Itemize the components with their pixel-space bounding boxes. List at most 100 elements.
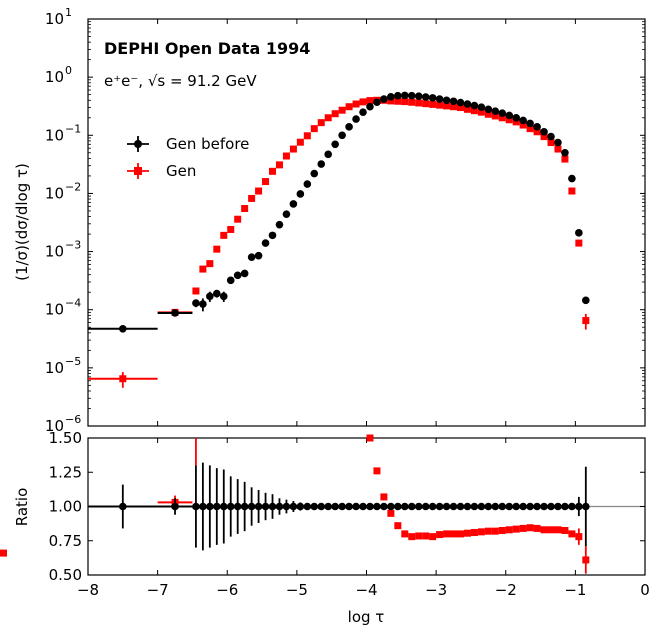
- y-tick-label: 10: [45, 184, 64, 202]
- data-point-gen: [192, 287, 200, 295]
- ratio-point-gen-before: [421, 502, 430, 511]
- ratio-point-gen-before: [366, 502, 374, 511]
- marker-gen-before: [463, 100, 472, 108]
- data-point-gen-before: [547, 132, 555, 141]
- ratio-marker-gen-before: [317, 502, 326, 511]
- ratio-marker-gen-before: [192, 502, 200, 511]
- marker-gen-before: [512, 113, 520, 122]
- y-tick-exponent: −2: [65, 180, 81, 193]
- ratio-marker-gen: [401, 530, 409, 538]
- ratio-marker-gen: [547, 526, 555, 534]
- ratio-axis-label: Ratio: [13, 488, 31, 527]
- data-point-gen: [88, 372, 158, 388]
- ratio-marker-gen: [0, 549, 7, 557]
- data-point-gen: [477, 108, 485, 116]
- ratio-marker-gen: [470, 529, 478, 537]
- data-point-gen: [401, 98, 409, 106]
- data-point-gen: [470, 107, 478, 115]
- data-point-gen-before: [463, 100, 472, 108]
- marker-gen: [512, 118, 520, 126]
- y-tick-exponent: −3: [65, 239, 81, 252]
- x-tick-label: −5: [286, 581, 308, 599]
- marker-gen-before: [421, 93, 430, 101]
- data-point-gen-before: [247, 253, 256, 262]
- y-tick-exponent: 0: [65, 64, 72, 77]
- ratio-marker-gen: [463, 529, 471, 537]
- marker-gen-before: [428, 94, 437, 102]
- ratio-point-gen: [366, 434, 374, 442]
- marker-gen: [282, 152, 290, 160]
- ratio-point-gen-before: [414, 502, 423, 511]
- ratio-point-gen: [512, 525, 520, 533]
- marker-gen: [477, 108, 485, 116]
- data-point-gen: [241, 205, 249, 213]
- ratio-marker-gen-before: [303, 502, 312, 511]
- data-point-gen-before: [540, 127, 548, 136]
- marker-gen-before: [366, 102, 374, 111]
- marker-gen-before: [324, 150, 333, 159]
- marker-gen-before: [233, 271, 242, 280]
- marker-gen-before: [470, 101, 479, 110]
- marker-gen: [394, 97, 402, 105]
- ratio-point-gen-before: [512, 502, 520, 511]
- ratio-point-gen-before: [540, 502, 548, 511]
- ratio-point-gen-before: [296, 502, 305, 511]
- marker-gen-before: [554, 138, 562, 147]
- marker-gen-before: [282, 210, 291, 218]
- data-point-gen-before: [373, 98, 381, 107]
- ratio-marker-gen: [505, 526, 513, 534]
- marker-gen-before: [435, 95, 444, 103]
- data-point-gen-before: [428, 94, 437, 102]
- data-point-gen-before: [88, 324, 158, 333]
- ratio-point-gen-before: [463, 502, 472, 511]
- ratio-point-gen: [380, 493, 388, 501]
- data-point-gen-before: [421, 93, 430, 101]
- marker-gen-before: [561, 148, 569, 157]
- ratio-marker-gen-before: [421, 502, 430, 511]
- ratio-point-gen: [533, 524, 541, 532]
- ratio-marker-gen-before: [226, 502, 235, 511]
- ratio-point-gen-before: [387, 502, 395, 511]
- ratio-point-gen-before: [352, 502, 360, 511]
- y-tick-label: 10: [45, 243, 64, 261]
- ratio-marker-gen-before: [275, 502, 284, 511]
- marker-gen-before: [582, 296, 590, 305]
- ratio-marker-gen: [408, 533, 416, 541]
- ratio-point-gen: [429, 533, 437, 541]
- marker-gen: [408, 98, 416, 106]
- ratio-point-gen: [484, 527, 492, 535]
- marker-gen: [436, 101, 444, 109]
- main-data: [88, 91, 590, 388]
- marker-gen: [303, 132, 311, 140]
- ratio-marker-gen-before: [213, 502, 221, 511]
- data-point-gen: [248, 194, 256, 202]
- marker-gen: [255, 187, 263, 195]
- ratio-marker-gen: [582, 556, 590, 564]
- data-point-gen: [359, 98, 367, 106]
- marker-gen: [317, 119, 325, 127]
- marker-gen: [352, 100, 360, 108]
- ratio-point-gen: [443, 530, 451, 538]
- legend: Gen before Gen: [127, 135, 249, 180]
- marker-gen: [206, 260, 214, 268]
- x-tick-label: −8: [77, 581, 99, 599]
- ratio-marker-gen-before: [359, 502, 367, 511]
- data-point-gen-before: [435, 95, 444, 103]
- x-tick-label: −4: [355, 581, 377, 599]
- marker-gen-before: [338, 131, 346, 140]
- ratio-y-tick-label: 0.75: [49, 532, 82, 550]
- marker-gen: [575, 239, 583, 247]
- ratio-marker-gen-before: [247, 502, 256, 511]
- ratio-marker-gen: [533, 524, 541, 532]
- marker-gen-before: [491, 107, 500, 115]
- ratio-point-gen-before: [219, 469, 228, 544]
- data-point-gen: [582, 313, 590, 330]
- data-point-gen-before: [324, 150, 333, 159]
- ratio-marker-gen-before: [491, 502, 500, 511]
- ratio-point-gen: [498, 526, 506, 534]
- data-point-gen: [199, 265, 207, 273]
- ratio-marker-gen-before: [554, 502, 562, 511]
- ratio-point-gen-before: [582, 466, 590, 547]
- ratio-point-gen-before: [373, 502, 381, 511]
